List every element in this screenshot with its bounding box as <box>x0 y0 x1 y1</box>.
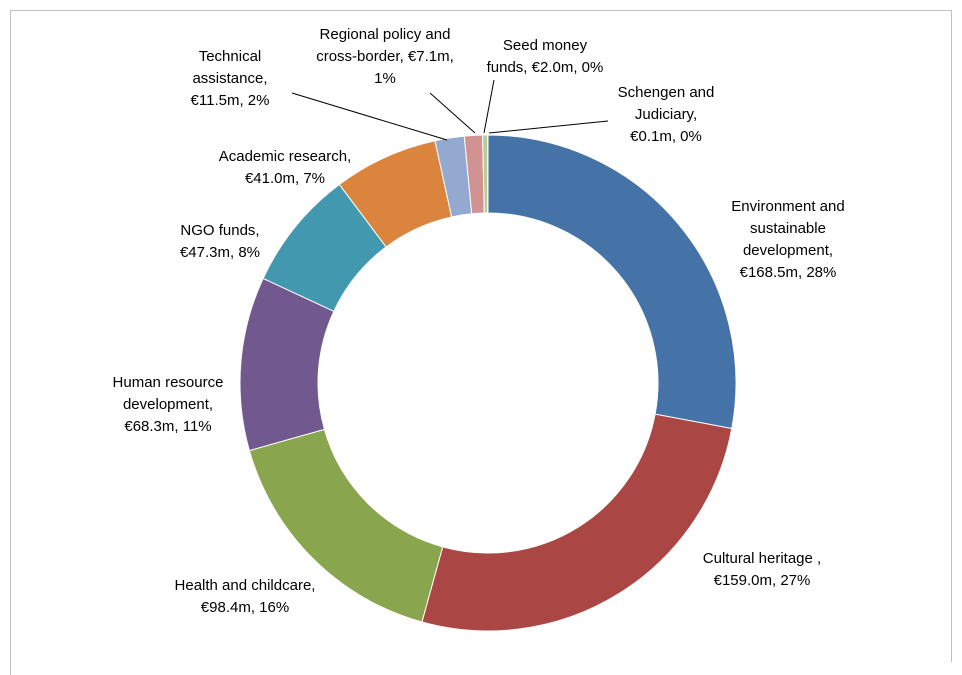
leader-line <box>429 92 476 134</box>
donut-slice <box>487 134 737 430</box>
category-label: NGO funds, <box>180 222 260 239</box>
category-label: Human resource development, <box>112 374 224 413</box>
category-label: Health and childcare, <box>174 577 316 594</box>
data-label: Academic research, €41.0m, 7% <box>203 146 368 190</box>
value-label: €98.4m, 16% <box>200 599 290 616</box>
category-label: Cultural heritage , <box>702 550 822 567</box>
category-label: Regional policy and cross-border, <box>316 26 451 65</box>
value-label: €159.0m, 27% <box>713 572 811 589</box>
data-label: NGO funds, €47.3m, 8% <box>170 220 270 264</box>
leader-line <box>291 92 448 141</box>
data-label: Seed money funds, €2.0m, 0% <box>483 35 608 79</box>
chart-border <box>10 10 952 675</box>
category-label: Seed money funds, <box>486 37 588 76</box>
data-label: Human resource development, €68.3m, 11% <box>106 372 231 438</box>
data-label: Technical assistance, €11.5m, 2% <box>184 46 276 112</box>
data-label: Schengen and Judiciary, €0.1m, 0% <box>614 82 719 148</box>
data-label: Cultural heritage , €159.0m, 27% <box>687 548 837 592</box>
donut <box>239 134 737 632</box>
donut-slice <box>421 413 733 632</box>
value-label: €47.3m, 8% <box>179 244 261 261</box>
value-label: €2.0m, 0% <box>531 59 604 76</box>
leader-line <box>483 79 495 134</box>
category-label: Schengen and Judiciary, <box>617 84 715 123</box>
value-label: €41.0m, 7% <box>244 170 326 187</box>
data-label: Environment and sustainable development,… <box>713 196 863 284</box>
leader-lines <box>291 79 609 141</box>
value-label: €7.1m, 1% <box>374 48 454 87</box>
category-label: Environment and sustainable development, <box>731 198 845 259</box>
category-label: Technical assistance, <box>192 48 268 87</box>
leader-line <box>488 120 609 134</box>
value-label: €168.5m, 28% <box>739 264 837 281</box>
data-label: Regional policy and cross-border, €7.1m,… <box>310 24 460 90</box>
category-label: Academic research, <box>218 148 352 165</box>
value-label: €0.1m, 0% <box>630 128 702 145</box>
value-label: €68.3m, 11% <box>124 418 212 435</box>
value-label: €11.5m, 2% <box>190 92 270 109</box>
data-label: Health and childcare, €98.4m, 16% <box>158 575 333 619</box>
